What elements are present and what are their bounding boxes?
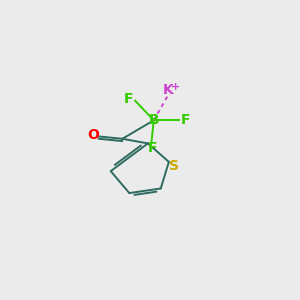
Text: F: F — [181, 113, 190, 127]
Text: +: + — [171, 82, 181, 92]
Text: F: F — [148, 141, 157, 155]
Text: O: O — [87, 128, 99, 142]
Text: F: F — [124, 92, 134, 106]
Text: K: K — [162, 82, 173, 97]
Text: S: S — [169, 159, 178, 173]
Text: B: B — [148, 113, 159, 127]
